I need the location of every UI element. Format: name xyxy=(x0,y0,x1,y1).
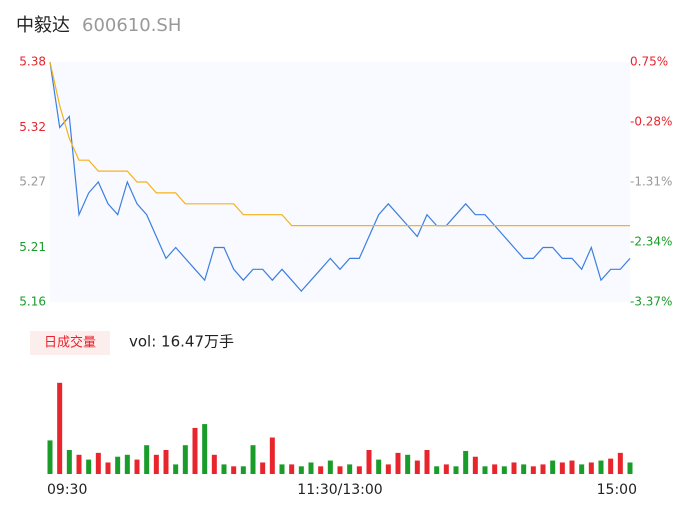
volume-bar xyxy=(231,466,237,474)
volume-bar xyxy=(327,460,333,474)
volume-bar xyxy=(521,464,527,474)
volume-bar xyxy=(153,454,159,474)
volume-bar xyxy=(250,445,256,474)
volume-bar xyxy=(347,464,353,474)
volume-bar xyxy=(356,466,362,474)
stock-name: 中毅达 xyxy=(16,15,70,36)
volume-bar xyxy=(588,462,594,474)
series-line xyxy=(49,61,631,293)
y2-tick-label: 0.75% xyxy=(630,55,668,69)
y-tick-label: 5.38 xyxy=(19,55,46,69)
volume-bar xyxy=(453,466,459,474)
y-tick-label: 5.32 xyxy=(19,120,46,134)
volume-bar xyxy=(240,466,246,474)
y-tick-label: 5.21 xyxy=(19,240,46,254)
volume-bar xyxy=(366,450,372,474)
volume-bar xyxy=(260,462,266,474)
volume-bar xyxy=(269,437,275,474)
legend-label: 日成交量 xyxy=(44,335,96,351)
volume-label: vol: 16.47万手 xyxy=(129,333,234,351)
volume-bar xyxy=(492,464,498,474)
volume-bar xyxy=(337,466,343,474)
volume-bar xyxy=(57,382,63,474)
volume-bar xyxy=(511,462,517,474)
y2-tick-label: -1.31% xyxy=(630,175,672,189)
volume-bar xyxy=(598,460,604,474)
volume-bar xyxy=(569,460,575,474)
volume-bar xyxy=(202,424,208,474)
volume-bar xyxy=(279,464,285,474)
volume-bar xyxy=(318,466,324,474)
series-line xyxy=(49,61,630,227)
stock-code: 600610.SH xyxy=(82,15,181,36)
y2-tick-label: -3.37% xyxy=(630,295,672,309)
volume-bar xyxy=(608,458,614,474)
volume-bar xyxy=(579,464,585,474)
volume-bar xyxy=(47,440,53,474)
volume-bar xyxy=(482,466,488,474)
volume-bar xyxy=(289,464,295,474)
x-tick-label: 11:30/13:00 xyxy=(297,482,382,498)
volume-bar xyxy=(443,464,449,474)
volume-bar xyxy=(144,445,150,474)
volume-bar xyxy=(550,460,556,474)
volume-bar xyxy=(530,466,536,474)
y2-tick-label: -0.28% xyxy=(630,115,672,129)
volume-bar xyxy=(76,454,82,474)
volume-bar xyxy=(434,466,440,474)
legend-box xyxy=(30,331,110,355)
volume-bar xyxy=(115,456,121,474)
volume-bar xyxy=(540,464,546,474)
volume-bar xyxy=(173,464,179,474)
volume-bar xyxy=(617,452,623,474)
volume-bar xyxy=(472,456,478,474)
volume-bar xyxy=(182,445,188,474)
volume-bar xyxy=(424,450,430,474)
volume-bar xyxy=(66,450,72,474)
volume-bar xyxy=(308,462,314,474)
y-tick-label: 5.27 xyxy=(19,175,46,189)
volume-bar xyxy=(395,452,401,474)
volume-bar xyxy=(298,466,304,474)
volume-bar xyxy=(385,464,391,474)
volume-bar xyxy=(405,454,411,474)
x-tick-label: 09:30 xyxy=(47,482,87,498)
volume-bar xyxy=(86,459,92,474)
volume-bar xyxy=(414,460,420,474)
volume-bar xyxy=(501,466,507,474)
volume-bar xyxy=(95,452,101,474)
volume-bar xyxy=(376,459,382,474)
volume-bar xyxy=(124,454,130,474)
volume-bar xyxy=(134,459,140,474)
volume-bar xyxy=(559,462,565,474)
volume-bar xyxy=(211,454,217,474)
volume-bar xyxy=(105,462,111,474)
y2-tick-label: -2.34% xyxy=(630,235,672,249)
volume-bar xyxy=(192,427,198,474)
volume-bar xyxy=(221,464,227,474)
volume-bar xyxy=(463,450,469,474)
x-tick-label: 15:00 xyxy=(597,482,637,498)
volume-bar xyxy=(163,450,169,474)
y-tick-label: 5.16 xyxy=(19,295,46,309)
volume-bar xyxy=(627,462,633,474)
